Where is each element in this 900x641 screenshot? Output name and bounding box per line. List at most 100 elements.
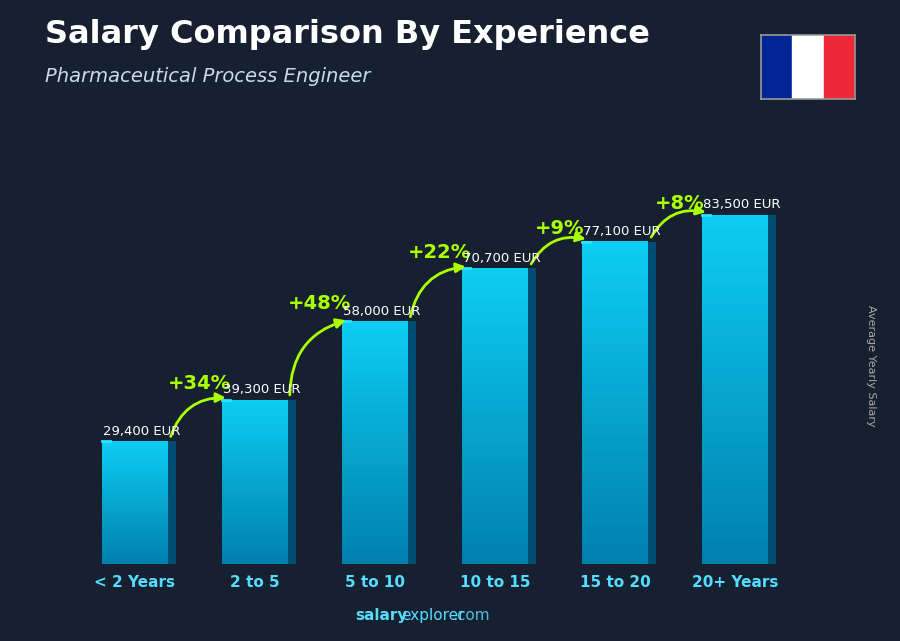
Bar	[222, 498, 288, 501]
Bar	[342, 333, 408, 338]
Bar	[342, 487, 408, 491]
Bar	[342, 499, 408, 503]
Bar	[702, 290, 768, 296]
Bar	[102, 544, 168, 545]
Bar	[582, 510, 648, 516]
Bar	[582, 548, 648, 553]
Bar	[102, 492, 168, 494]
Bar	[702, 244, 768, 250]
Bar	[702, 267, 768, 273]
Bar	[702, 483, 768, 488]
Bar	[102, 562, 168, 564]
Bar	[702, 349, 768, 354]
Bar	[702, 401, 768, 407]
Bar	[168, 441, 176, 564]
Bar	[702, 424, 768, 430]
Bar	[582, 445, 648, 451]
Bar	[702, 215, 768, 221]
Bar	[222, 422, 288, 424]
Bar	[342, 548, 408, 552]
Bar	[582, 462, 648, 467]
Bar	[102, 509, 168, 511]
Bar	[342, 503, 408, 508]
Bar	[462, 362, 528, 367]
Bar	[222, 553, 288, 556]
Bar	[582, 349, 648, 354]
Bar	[462, 515, 528, 520]
Bar	[342, 483, 408, 487]
Bar	[222, 449, 288, 452]
Bar	[582, 317, 648, 322]
Bar	[462, 485, 528, 490]
Bar	[702, 378, 768, 383]
Bar	[222, 537, 288, 540]
Bar	[222, 457, 288, 460]
Bar	[222, 558, 288, 562]
Text: +22%: +22%	[408, 243, 471, 262]
Bar	[222, 408, 288, 411]
Bar	[222, 403, 288, 405]
Bar	[582, 360, 648, 365]
Bar	[582, 269, 648, 274]
Bar	[462, 273, 528, 278]
Bar	[702, 453, 768, 460]
Bar	[342, 495, 408, 499]
Bar	[102, 511, 168, 513]
Bar	[582, 505, 648, 510]
Bar	[342, 544, 408, 548]
Bar	[102, 447, 168, 449]
Bar	[222, 501, 288, 504]
Bar	[462, 456, 528, 461]
Bar	[462, 322, 528, 328]
Bar	[582, 397, 648, 403]
Bar	[102, 463, 168, 466]
Bar	[462, 332, 528, 337]
Bar	[582, 274, 648, 279]
Bar	[702, 255, 768, 262]
Bar	[582, 515, 648, 521]
Bar	[462, 401, 528, 406]
Bar	[462, 535, 528, 540]
Bar	[582, 279, 648, 285]
Bar	[102, 482, 168, 484]
Bar	[582, 247, 648, 253]
Bar	[102, 556, 168, 558]
Text: 77,100 EUR: 77,100 EUR	[583, 225, 661, 238]
Text: +9%: +9%	[535, 219, 584, 238]
Bar	[582, 424, 648, 429]
Bar	[102, 517, 168, 519]
Bar	[102, 462, 168, 463]
Bar	[462, 298, 528, 303]
Bar	[582, 403, 648, 408]
Bar	[702, 285, 768, 290]
Bar	[702, 547, 768, 553]
Bar	[222, 444, 288, 446]
Bar	[462, 539, 528, 544]
Bar	[702, 308, 768, 313]
Bar	[702, 331, 768, 337]
Bar	[342, 463, 408, 467]
Bar	[462, 421, 528, 426]
Bar	[702, 343, 768, 349]
Bar	[342, 406, 408, 410]
Text: +8%: +8%	[654, 194, 704, 213]
Bar	[702, 325, 768, 331]
Bar	[102, 455, 168, 458]
Bar	[102, 449, 168, 451]
Bar	[222, 468, 288, 471]
Bar	[702, 302, 768, 308]
Bar	[222, 542, 288, 545]
Bar	[342, 524, 408, 528]
Bar	[702, 395, 768, 401]
Bar	[760, 35, 792, 99]
Bar	[342, 560, 408, 564]
Bar	[102, 468, 168, 470]
Bar	[102, 460, 168, 462]
Bar	[102, 504, 168, 506]
Bar	[582, 387, 648, 392]
Bar	[462, 396, 528, 401]
Bar	[222, 471, 288, 474]
Bar	[462, 500, 528, 505]
Bar	[342, 426, 408, 431]
Bar	[462, 317, 528, 322]
